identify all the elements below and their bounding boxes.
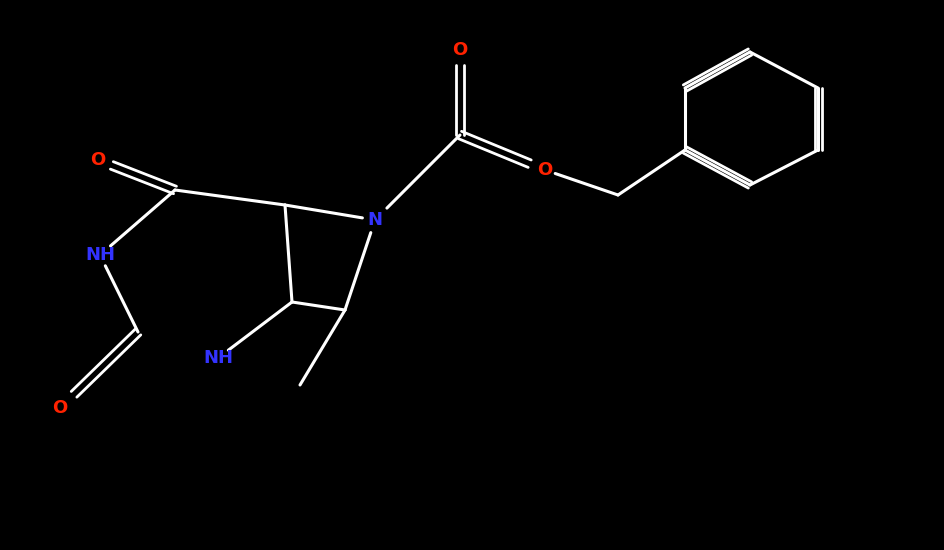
Text: O: O (452, 41, 467, 59)
Text: O: O (52, 399, 68, 417)
Text: N: N (367, 211, 382, 229)
Text: NH: NH (85, 246, 115, 264)
Text: O: O (91, 151, 106, 169)
Text: NH: NH (203, 349, 233, 367)
Text: O: O (537, 161, 552, 179)
